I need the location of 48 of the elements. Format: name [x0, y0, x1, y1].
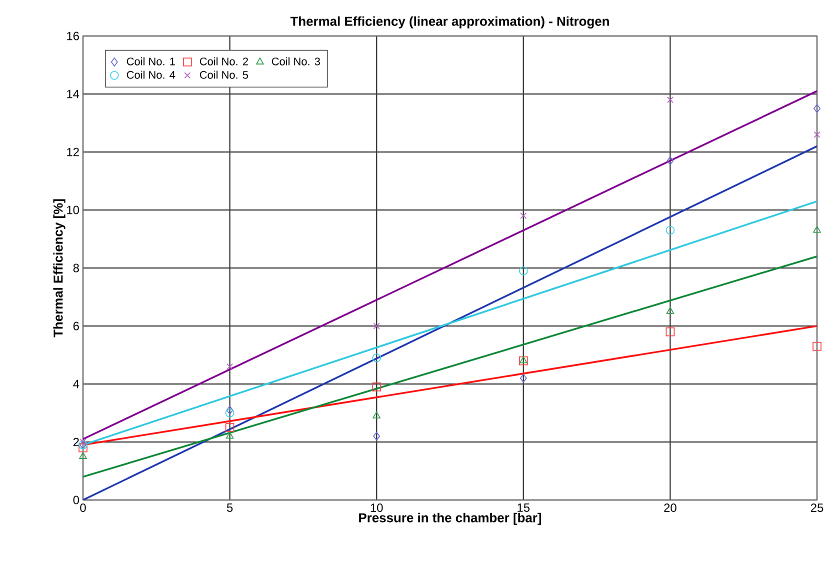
- point: [79, 452, 87, 459]
- x-tick-label: 5: [226, 504, 233, 512]
- point: [80, 438, 86, 446]
- point: [666, 156, 674, 166]
- x-tick-label: 15: [518, 504, 530, 512]
- legend-label: Coil No. 1: [126, 57, 175, 66]
- y-tick-label: 2: [73, 438, 79, 446]
- legend-label: Coil No. 4: [126, 70, 176, 79]
- point: [666, 226, 675, 235]
- y-tick-label: 12: [67, 148, 79, 156]
- point: [814, 104, 820, 113]
- point: [78, 443, 88, 452]
- x-tick-label: 10: [370, 504, 383, 512]
- y-tick-label: 8: [73, 264, 79, 272]
- point: [226, 406, 234, 415]
- legend-label: Coil No. 3: [272, 57, 320, 66]
- point: [813, 226, 821, 233]
- point: [226, 363, 234, 370]
- x-axis-title: Pressure in the chamber [bar]: [359, 512, 542, 525]
- y-tick-label: 10: [67, 206, 80, 214]
- point: [518, 266, 528, 276]
- x-tick-label: 25: [810, 504, 824, 512]
- legend-label: Coil No. 2: [200, 57, 248, 66]
- y-tick-label: 4: [73, 380, 80, 388]
- point: [372, 353, 382, 362]
- point: [666, 96, 674, 104]
- point: [373, 432, 380, 441]
- point: [225, 423, 234, 432]
- y-tick-label: 16: [67, 32, 79, 40]
- point: [225, 408, 234, 418]
- point: [814, 131, 820, 138]
- point: [812, 342, 822, 351]
- y-tick-label: 14: [67, 90, 80, 98]
- y-tick-label: 0: [73, 496, 80, 504]
- point: [372, 411, 381, 418]
- x-tick-label: 20: [664, 504, 676, 512]
- point: [372, 382, 382, 392]
- chart-title: Thermal Efficiency (linear approximation) - Nitrogen: [290, 16, 609, 28]
- point: [226, 432, 234, 439]
- legend-label: Coil No. 5: [200, 70, 248, 79]
- y-axis-title: Thermal Efficiency [%]: [53, 199, 66, 338]
- point: [520, 374, 527, 383]
- x-tick-label: 0: [80, 504, 86, 512]
- point: [666, 327, 675, 336]
- point: [373, 322, 380, 330]
- point: [666, 307, 674, 314]
- point: [520, 212, 527, 220]
- y-tick-label: 6: [73, 322, 79, 330]
